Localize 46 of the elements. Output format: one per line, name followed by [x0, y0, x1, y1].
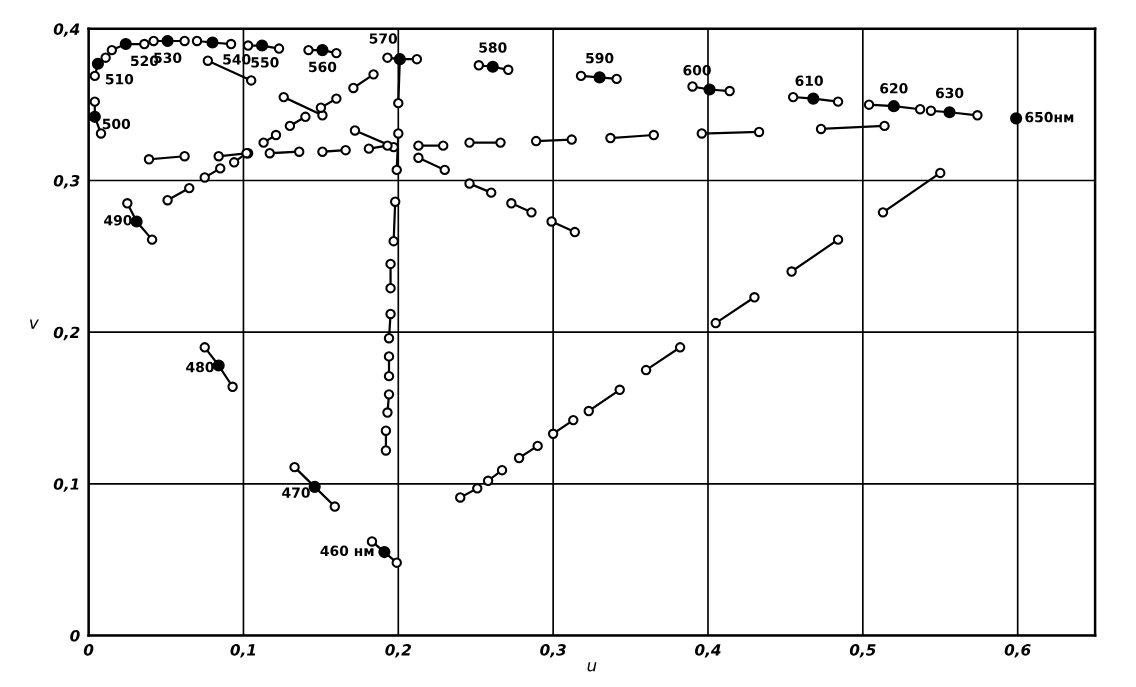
- x-tick-label: 0,3: [540, 644, 566, 658]
- point: [943, 106, 956, 119]
- point: [91, 57, 104, 70]
- x-tick-label: 0,6: [1004, 644, 1031, 658]
- annotation: 510: [105, 73, 134, 85]
- annotation: 620: [880, 83, 908, 94]
- x-tick-label: 0,2: [385, 644, 411, 658]
- point: [887, 100, 900, 113]
- y-tick-label: 0,2: [53, 326, 80, 341]
- point: [255, 39, 269, 52]
- annotation: 610: [795, 75, 823, 86]
- annotation: 580: [479, 42, 507, 53]
- y-tick-label: 0,4: [53, 23, 80, 37]
- point: [88, 110, 101, 123]
- point: [161, 34, 174, 48]
- x-tick-label: 0,4: [695, 644, 721, 658]
- point: [807, 92, 820, 105]
- x-tick-label: 0,1: [230, 644, 256, 658]
- point: [378, 545, 391, 559]
- annotation: 460 нм: [320, 545, 374, 557]
- annotation: 590: [586, 52, 614, 64]
- y-tick-label: 0,1: [53, 478, 79, 492]
- point: [593, 71, 606, 84]
- annotation: 630: [935, 87, 964, 99]
- point: [393, 53, 406, 66]
- annotation: 560: [309, 61, 337, 73]
- point: [206, 36, 219, 49]
- x-tick-label: 0,5: [849, 644, 876, 658]
- annotation: 550: [251, 57, 279, 68]
- annotation: 470: [282, 487, 310, 498]
- annotation: 480: [186, 361, 214, 373]
- point: [308, 480, 321, 493]
- annotation: 570: [369, 33, 398, 44]
- point: [1010, 112, 1023, 125]
- point: [703, 83, 716, 96]
- y-tick-label: 0: [70, 629, 80, 642]
- annotation: 500: [102, 118, 131, 130]
- annotation: 490: [104, 214, 132, 226]
- y-axis-title: v: [30, 319, 39, 329]
- y-tick-label: 0,3: [53, 174, 80, 189]
- point: [119, 37, 132, 51]
- annotation: 650нм: [1025, 111, 1074, 123]
- point: [486, 60, 499, 73]
- x-tick-label: 0: [83, 644, 94, 656]
- point: [316, 44, 329, 57]
- x-axis-title: u: [587, 662, 597, 672]
